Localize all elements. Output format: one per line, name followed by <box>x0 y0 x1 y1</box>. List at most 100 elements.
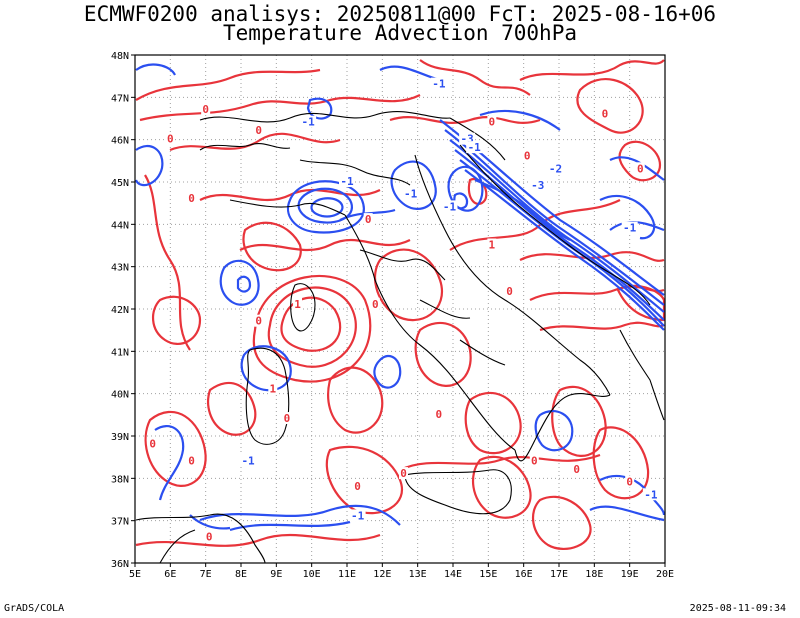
lat-tick-label: 47N <box>111 93 129 104</box>
contour-label-bg <box>254 124 264 137</box>
contour-label: 0 <box>149 437 156 450</box>
contour-label-bg <box>505 285 515 298</box>
lon-tick-label: 14E <box>444 569 462 580</box>
contour-label-bg <box>430 77 447 90</box>
contour-label-bg <box>625 475 635 488</box>
lat-tick-label: 38N <box>111 474 129 485</box>
contour-label: 0 <box>436 408 443 421</box>
contour-label: 0 <box>506 285 513 298</box>
contour-label-bg <box>434 407 444 420</box>
contour-label-bg <box>529 454 539 467</box>
contour-label: 0 <box>602 107 609 120</box>
contour-label-bg <box>339 175 355 187</box>
contour-label: 0 <box>400 467 407 480</box>
lat-tick-label: 41N <box>111 347 129 358</box>
contour-label: 0 <box>255 124 262 137</box>
contour-label-bg <box>268 382 278 395</box>
lat-tick-label: 46N <box>111 136 129 147</box>
lon-tick-label: 12E <box>373 569 391 580</box>
contour-label-bg <box>282 412 292 425</box>
lat-lon-grid <box>135 55 665 563</box>
lon-tick-label: 18E <box>585 569 603 580</box>
contour-label-bg <box>353 479 363 492</box>
contour-label-bg <box>187 191 197 204</box>
contour-label: 0 <box>372 298 379 311</box>
contour-label: -1 <box>241 454 255 467</box>
lat-tick-label: 43N <box>111 263 129 274</box>
lon-tick-label: 11E <box>338 569 356 580</box>
lon-tick-label: 5E <box>129 569 141 580</box>
contour-label: -2 <box>549 162 562 175</box>
contour-label: 0 <box>284 412 291 425</box>
contour-label: 1 <box>489 239 496 252</box>
footer-credit: GrADS/COLA <box>4 603 65 614</box>
contour-label: 0 <box>637 162 644 175</box>
lat-tick-label: 36N <box>111 559 129 570</box>
lat-tick-label: 39N <box>111 432 129 443</box>
contour-label-bg <box>547 162 564 175</box>
contour-label-bg <box>635 162 645 175</box>
lon-tick-label: 8E <box>235 569 247 580</box>
contour-label-bg <box>402 187 419 200</box>
contour-value-labels: -1-1-1-1-1-3-1-2-3-1-1-1-100000000000000… <box>148 77 659 544</box>
contour-label: 0 <box>188 454 195 467</box>
lat-tick-label: 48N <box>111 51 129 62</box>
contour-label-bg <box>522 149 532 162</box>
contour-label-bg <box>487 115 497 128</box>
map-title: ECMWF0200 analisys: 20250811@00 FcT: 202… <box>83 2 717 26</box>
coastlines <box>135 111 665 563</box>
contour-label-bg <box>254 314 264 327</box>
lon-tick-label: 19E <box>621 569 639 580</box>
contour-label: -1 <box>302 116 316 129</box>
contour-label: 0 <box>202 103 209 116</box>
lon-tick-label: 7E <box>200 569 212 580</box>
lat-tick-label: 37N <box>111 517 129 528</box>
contour-label-bg <box>600 107 610 120</box>
contour-label-bg <box>529 179 546 192</box>
lon-tick-label: 16E <box>515 569 533 580</box>
warm-contours <box>135 59 665 550</box>
map-subtitle: Temperature Advection 700hPa <box>222 21 577 45</box>
contour-label: 0 <box>626 476 633 489</box>
contour-label-bg <box>201 103 211 116</box>
lat-tick-label: 44N <box>111 220 129 231</box>
contour-label: 0 <box>167 133 174 146</box>
contour-label-bg <box>363 213 373 226</box>
lon-tick-label: 6E <box>164 569 176 580</box>
contour-label: 0 <box>365 213 372 226</box>
contour-label-bg <box>240 454 257 467</box>
contour-label-bg <box>370 297 380 310</box>
latitude-tick-labels: 48N 47N 46N 45N 44N 43N 42N 41N 40N 39N 38N 37N 36N <box>111 51 135 570</box>
lon-tick-label: 13E <box>409 569 427 580</box>
lon-tick-label: 20E <box>656 569 674 580</box>
contour-layer <box>135 59 665 550</box>
contour-label-bg <box>148 437 158 450</box>
contour-label-bg <box>165 132 175 145</box>
contour-label-bg <box>399 467 409 480</box>
contour-label: -1 <box>623 222 637 235</box>
contour-label: -3 <box>531 179 544 192</box>
contour-label-bg <box>487 238 497 251</box>
contour-label-bg <box>642 488 659 501</box>
footer-timestamp: 2025-08-11-09:34 <box>689 603 786 614</box>
contour-label-bg <box>300 115 317 128</box>
contour-label: -1 <box>443 200 457 213</box>
lon-tick-label: 9E <box>270 569 282 580</box>
contour-label-bg <box>204 530 214 543</box>
longitude-tick-labels: 5E 6E 7E 8E 9E 10E 11E 12E 13E 14E 15E 16E 17E 18E 19E… <box>129 563 674 580</box>
contour-label: 0 <box>524 150 531 163</box>
contour-label: -1 <box>644 488 658 501</box>
contour-label: 0 <box>206 531 213 544</box>
lat-tick-label: 42N <box>111 305 129 316</box>
contour-label: 1 <box>269 382 276 395</box>
lon-tick-label: 10E <box>303 569 321 580</box>
contour-label: -1 <box>351 509 365 522</box>
contour-label-bg <box>466 141 483 154</box>
contour-label-bg <box>187 454 197 467</box>
contour-label: 0 <box>188 192 195 205</box>
lat-tick-label: 40N <box>111 390 129 401</box>
contour-label: -1 <box>404 188 418 201</box>
contour-label: 0 <box>531 454 538 467</box>
lon-tick-label: 17E <box>550 569 568 580</box>
